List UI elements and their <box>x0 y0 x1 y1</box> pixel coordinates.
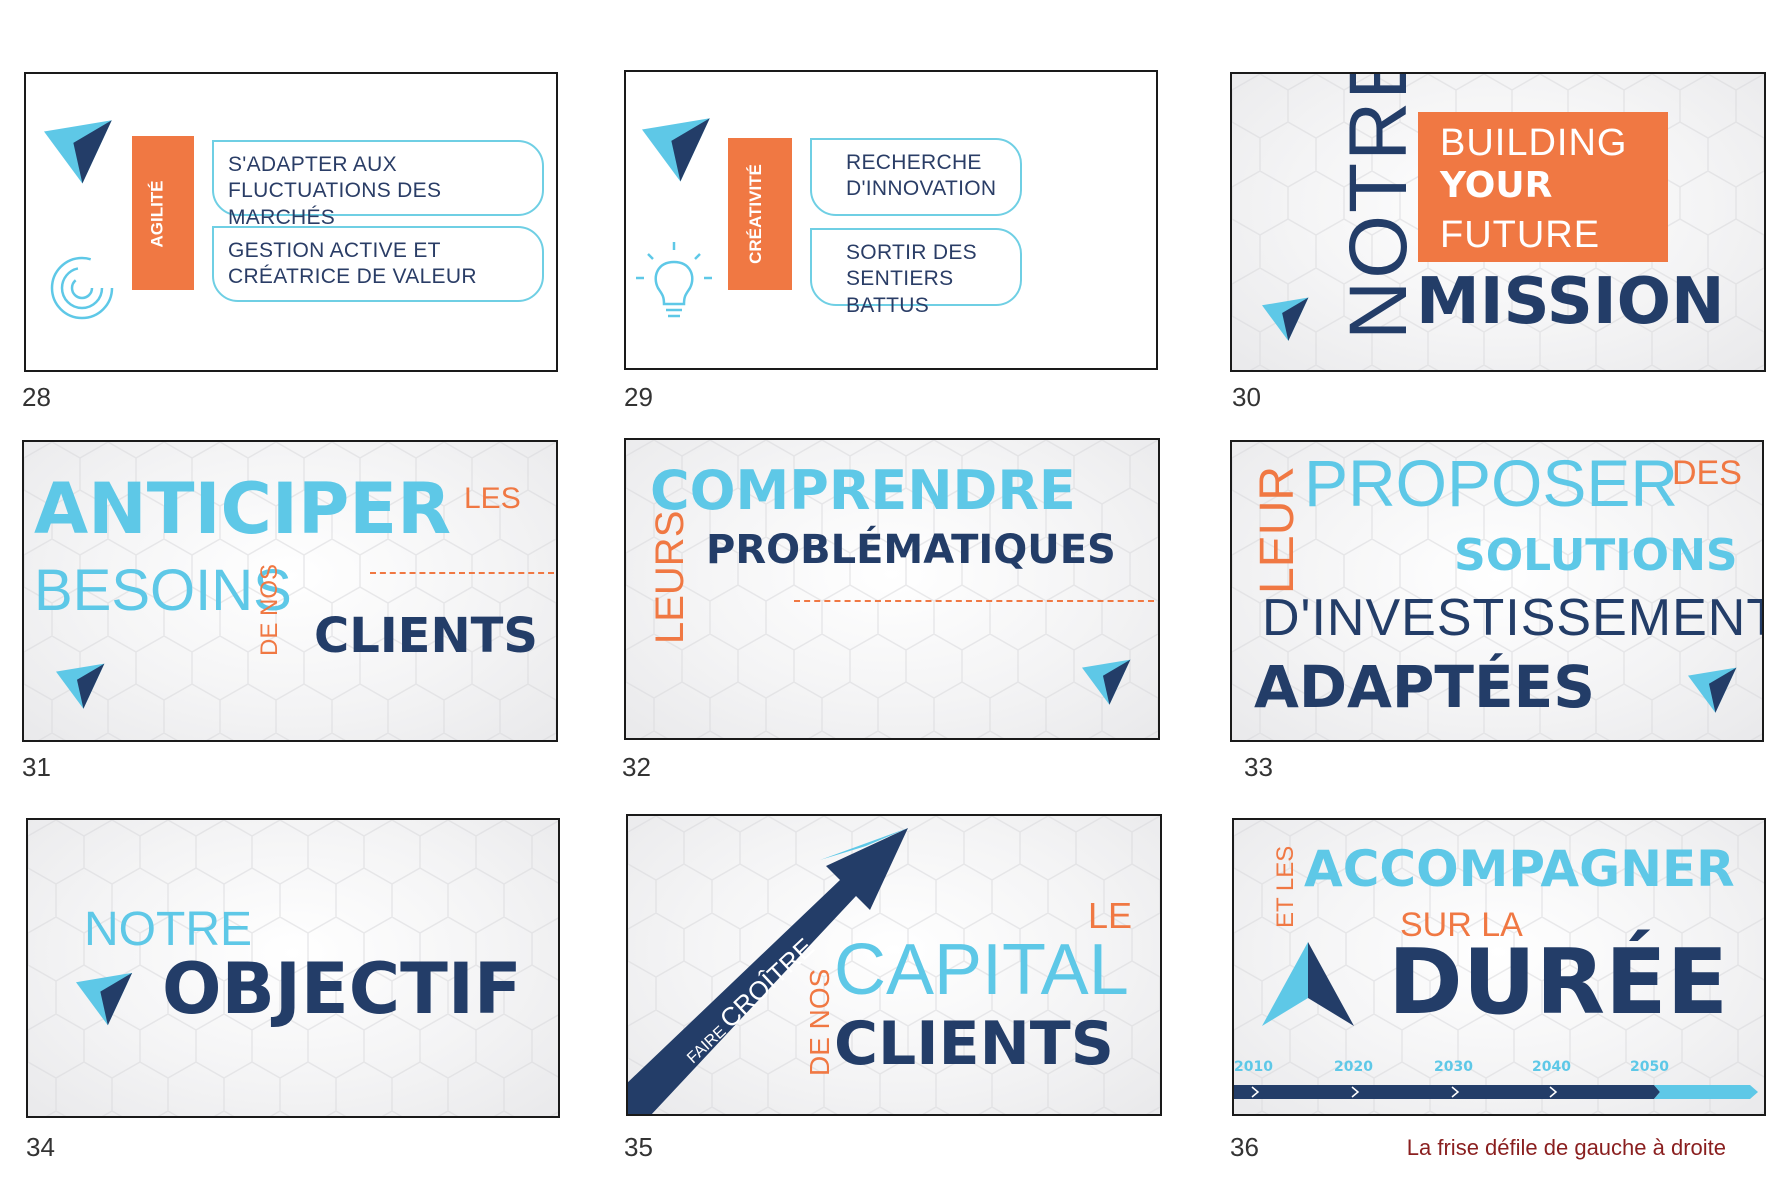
slide-30[interactable]: NOTRE BUILDING YOUR FUTURE MISSION <box>1230 72 1766 372</box>
year-2020: 2020 <box>1334 1059 1373 1075</box>
pill-adapt-markets: S'ADAPTER AUX FLUCTUATIONS DES MARCHÉS <box>212 140 544 229</box>
box-line-building: BUILDING <box>1440 122 1628 164</box>
upward-plane-icon <box>1262 942 1354 1026</box>
proposer-word: PROPOSER <box>1304 446 1679 520</box>
duree-word: DURÉE <box>1388 930 1729 1035</box>
slide-number-29: 29 <box>624 382 653 412</box>
des-word: DES <box>1672 454 1742 492</box>
pill-active-management: GESTION ACTIVE ET CRÉATRICE DE VALEUR <box>212 226 544 302</box>
comprendre-word: COMPRENDRE <box>650 459 1076 522</box>
capital-word: CAPITAL <box>834 930 1129 1010</box>
pill-innovation: RECHERCHE D'INNOVATION <box>810 138 1022 216</box>
accompagner-word: ACCOMPAGNER <box>1304 840 1735 898</box>
creativity-bar: CRÉATIVITÉ <box>728 138 792 290</box>
slide-number-28: 28 <box>22 382 51 412</box>
adaptees-word: ADAPTÉES <box>1254 653 1596 721</box>
notre-word: NOTRE <box>84 903 252 956</box>
agility-bar: AGILITÉ <box>132 136 194 290</box>
creativity-label: CRÉATIVITÉ <box>745 164 765 264</box>
circular-arrows-icon <box>50 256 114 320</box>
le-word: LE <box>1088 895 1133 936</box>
year-2050: 2050 <box>1630 1059 1669 1075</box>
slide-36[interactable]: ET LES ACCOMPAGNER SUR LA DURÉE 2010 202… <box>1232 818 1766 1116</box>
pill-beaten-paths: SORTIR DES SENTIERS BATTUS <box>810 228 1022 317</box>
slide-number-36: 36 <box>1230 1132 1259 1162</box>
paper-plane-icon <box>56 663 105 709</box>
dashed-divider <box>794 600 1154 602</box>
paper-plane-icon <box>44 120 112 184</box>
anticiper-word: ANTICIPER <box>34 468 451 550</box>
clients-word: CLIENTS <box>314 608 538 664</box>
slide-number-32: 32 <box>622 752 651 782</box>
timeline-years: 2010 2020 2030 2040 2050 <box>1234 1059 1764 1076</box>
investissement-word: D'INVESTISSEMENT <box>1262 589 1764 647</box>
sur-la-word: SUR LA <box>1400 906 1523 944</box>
box-line-future: FUTURE <box>1440 214 1601 256</box>
et-les-vertical: ET LES <box>1272 845 1299 928</box>
slide-number-34: 34 <box>26 1132 55 1162</box>
agility-label: AGILITÉ <box>147 180 167 248</box>
building-future-box: BUILDING YOUR FUTURE <box>1418 112 1668 262</box>
slide-number-30: 30 <box>1232 382 1261 412</box>
paper-plane-icon <box>642 118 710 182</box>
slide-number-33: 33 <box>1244 752 1273 782</box>
timeline-caption: La frise défile de gauche à droite <box>1406 1135 1726 1160</box>
year-2040: 2040 <box>1532 1059 1571 1075</box>
paper-plane-icon <box>76 972 133 1026</box>
slide-number-31: 31 <box>22 752 51 782</box>
solutions-word: SOLUTIONS <box>1454 530 1738 581</box>
de-nos-vertical: DE NOS <box>804 968 835 1076</box>
slide-31[interactable]: ANTICIPER LES BESOINS DE NOS CLIENTS <box>22 440 558 742</box>
year-2010: 2010 <box>1234 1059 1273 1075</box>
slide-35[interactable]: FAIRE CROÎTRE LE DE NOS CAPITAL CLIENTS <box>626 814 1162 1116</box>
paper-plane-icon <box>1082 659 1131 705</box>
slide-33[interactable]: LEUR PROPOSER DES SOLUTIONS D'INVESTISSE… <box>1230 440 1764 742</box>
slide-number-35: 35 <box>624 1132 653 1162</box>
clients-word: CLIENTS <box>834 1009 1114 1079</box>
year-2030: 2030 <box>1434 1059 1473 1075</box>
besoins-word: BESOINS <box>34 558 292 623</box>
problematiques-word: PROBLÉMATIQUES <box>706 527 1116 573</box>
timeline-bar <box>1234 1085 1758 1099</box>
paper-plane-icon <box>1688 667 1737 713</box>
leur-vertical: LEUR <box>1251 465 1304 594</box>
notre-vertical: NOTRE <box>1333 72 1424 340</box>
dashed-divider <box>370 572 554 574</box>
paper-plane-icon <box>1262 297 1309 341</box>
de-nos-vertical: DE NOS <box>256 563 283 656</box>
slide-34[interactable]: NOTRE OBJECTIF <box>26 818 560 1118</box>
box-line-your: YOUR <box>1440 165 1553 206</box>
slide-28[interactable]: AGILITÉ S'ADAPTER AUX FLUCTUATIONS DES M… <box>24 72 558 372</box>
growth-arrow-icon <box>628 828 908 1114</box>
les-word: LES <box>464 482 521 515</box>
leurs-vertical: LEURS <box>648 510 692 644</box>
slide-29[interactable]: CRÉATIVITÉ RECHERCHE D'INNOVATION SORTIR… <box>624 70 1158 370</box>
slide-32[interactable]: COMPRENDRE LEURS PROBLÉMATIQUES <box>624 438 1160 740</box>
light-bulb-icon <box>636 242 712 318</box>
mission-title: MISSION <box>1416 265 1725 339</box>
objectif-word: OBJECTIF <box>162 948 522 1030</box>
